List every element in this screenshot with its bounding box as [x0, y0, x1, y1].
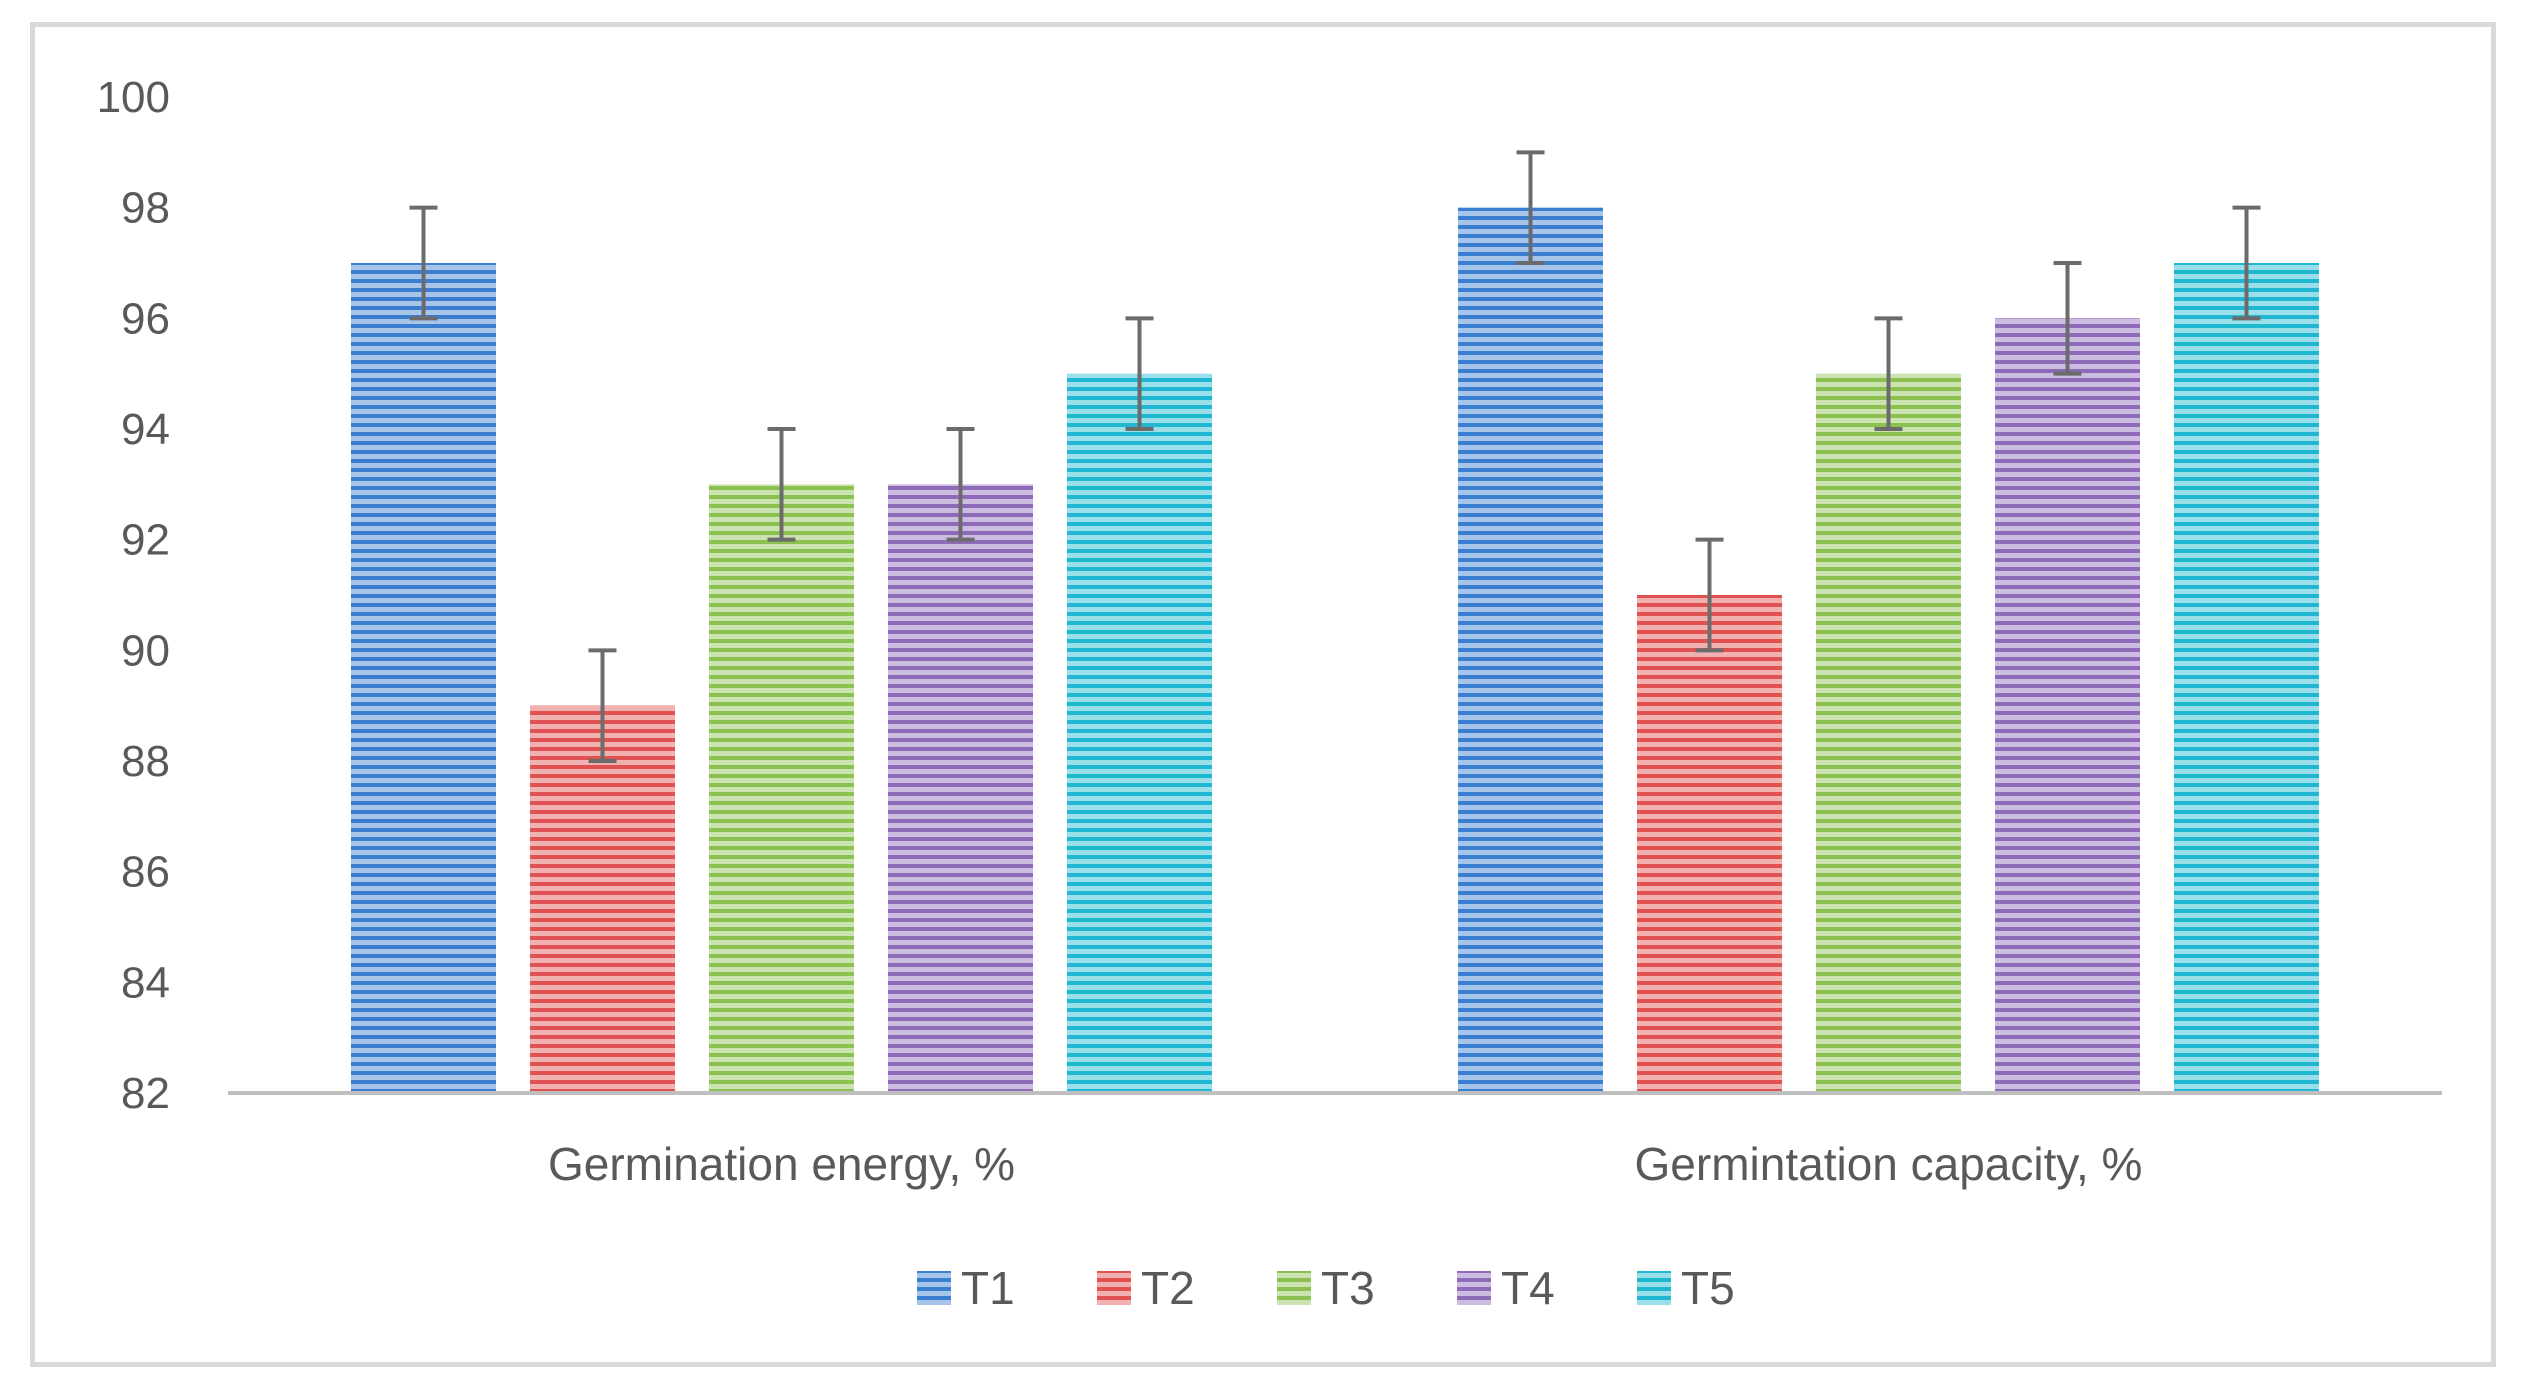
y-axis: 82 84 86 88 90 92 94 96 98 100	[97, 73, 170, 1118]
y-tick-label: 86	[121, 848, 170, 897]
legend-label: T1	[961, 1262, 1015, 1314]
category-label: Germination energy, %	[548, 1138, 1015, 1190]
bar-t1-germination-energy	[351, 263, 496, 1093]
y-tick-label: 98	[121, 184, 170, 233]
legend-label: T4	[1501, 1262, 1555, 1314]
bar-t5-germination-capacity	[2174, 263, 2319, 1093]
y-tick-label: 90	[121, 626, 170, 675]
bar-t5-germination-energy	[1067, 373, 1212, 1094]
y-tick-label: 88	[121, 737, 170, 786]
error-bar	[946, 427, 975, 542]
legend-swatch	[1277, 1271, 1311, 1305]
bar-series	[351, 207, 2319, 1094]
bar-t4-germination-capacity	[1995, 318, 2140, 1093]
y-tick-label: 100	[97, 73, 170, 122]
error-bar	[1516, 150, 1545, 265]
legend-item-t2: T2	[1097, 1262, 1195, 1314]
error-bar	[1125, 316, 1154, 431]
category-label: Germintation capacity, %	[1635, 1138, 2143, 1190]
legend-label: T3	[1321, 1262, 1375, 1314]
legend-item-t4: T4	[1457, 1262, 1555, 1314]
legend: T1 T2 T3 T4 T5	[917, 1262, 1735, 1314]
legend-swatch	[1457, 1271, 1491, 1305]
bar-t3-germination-capacity	[1816, 373, 1961, 1094]
legend-swatch	[1097, 1271, 1131, 1305]
bar-t3-germination-energy	[709, 484, 854, 1093]
legend-swatch	[917, 1271, 951, 1305]
y-tick-label: 92	[121, 516, 170, 565]
y-tick-label: 82	[121, 1069, 170, 1118]
legend-label: T5	[1681, 1262, 1735, 1314]
error-bar	[409, 205, 438, 321]
bar-t1-germination-capacity	[1458, 207, 1603, 1093]
x-axis: Germination energy, % Germintation capaci…	[548, 1138, 2142, 1190]
error-bar	[2232, 205, 2261, 321]
legend-item-t3: T3	[1277, 1262, 1375, 1314]
y-tick-label: 96	[121, 294, 170, 343]
error-bar	[2053, 261, 2082, 376]
error-bars	[409, 150, 2261, 763]
legend-label: T2	[1141, 1262, 1195, 1314]
bar-t2-germination-energy	[530, 705, 675, 1093]
error-bar	[1874, 316, 1903, 431]
legend-swatch	[1637, 1271, 1671, 1305]
bar-t2-germination-capacity	[1637, 595, 1782, 1093]
bar-t4-germination-energy	[888, 484, 1033, 1093]
legend-item-t5: T5	[1637, 1262, 1735, 1314]
error-bar	[1695, 537, 1724, 653]
legend-item-t1: T1	[917, 1262, 1015, 1314]
y-tick-label: 84	[121, 958, 170, 1007]
error-bar	[588, 648, 617, 763]
error-bar	[767, 427, 796, 542]
y-tick-label: 94	[121, 405, 170, 454]
